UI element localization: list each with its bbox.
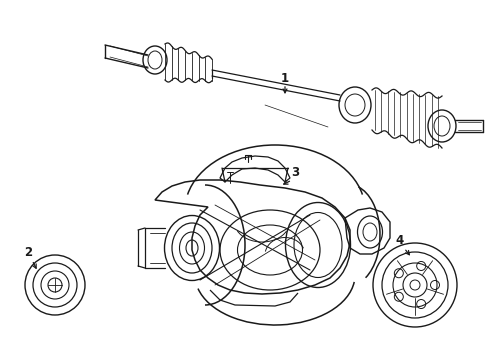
Text: 3: 3	[291, 166, 299, 179]
Text: 2: 2	[24, 246, 32, 258]
Text: 4: 4	[396, 234, 404, 247]
Text: 1: 1	[281, 72, 289, 85]
